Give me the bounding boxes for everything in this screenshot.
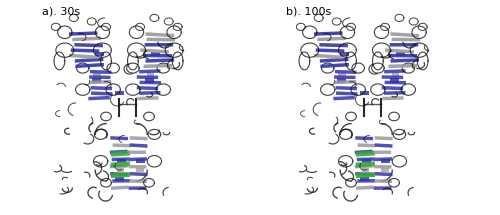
Bar	[338, 74, 345, 77]
Bar	[146, 78, 154, 83]
Bar	[396, 52, 405, 56]
Bar	[382, 168, 388, 172]
Bar	[390, 78, 400, 83]
Bar	[382, 159, 390, 163]
Text: b). 100s: b). 100s	[286, 6, 332, 17]
Bar	[151, 52, 160, 56]
Bar	[94, 74, 100, 77]
Bar	[362, 168, 369, 172]
Bar	[392, 74, 400, 77]
Bar	[340, 52, 349, 56]
Bar	[115, 91, 124, 95]
Bar	[117, 168, 124, 172]
Bar	[360, 91, 369, 95]
Bar	[115, 177, 124, 181]
Bar	[362, 159, 370, 163]
Bar	[92, 78, 100, 83]
Bar	[117, 159, 126, 163]
Bar	[336, 78, 345, 83]
Bar	[95, 52, 104, 56]
Bar	[136, 159, 145, 163]
Bar	[360, 177, 369, 181]
Bar	[136, 168, 143, 172]
Text: a). 30s: a). 30s	[42, 6, 80, 17]
Bar	[147, 74, 154, 77]
